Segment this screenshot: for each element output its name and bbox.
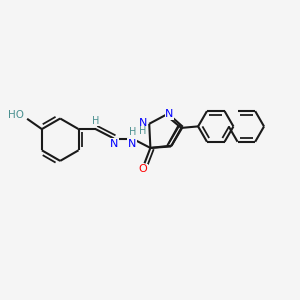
Text: H: H bbox=[139, 126, 146, 136]
Text: O: O bbox=[139, 164, 147, 174]
Text: H: H bbox=[129, 127, 136, 137]
Text: N: N bbox=[128, 139, 136, 149]
Text: N: N bbox=[165, 110, 173, 119]
Text: N: N bbox=[110, 139, 118, 149]
Text: H: H bbox=[92, 116, 99, 126]
Text: N: N bbox=[139, 118, 147, 128]
Text: HO: HO bbox=[8, 110, 24, 120]
